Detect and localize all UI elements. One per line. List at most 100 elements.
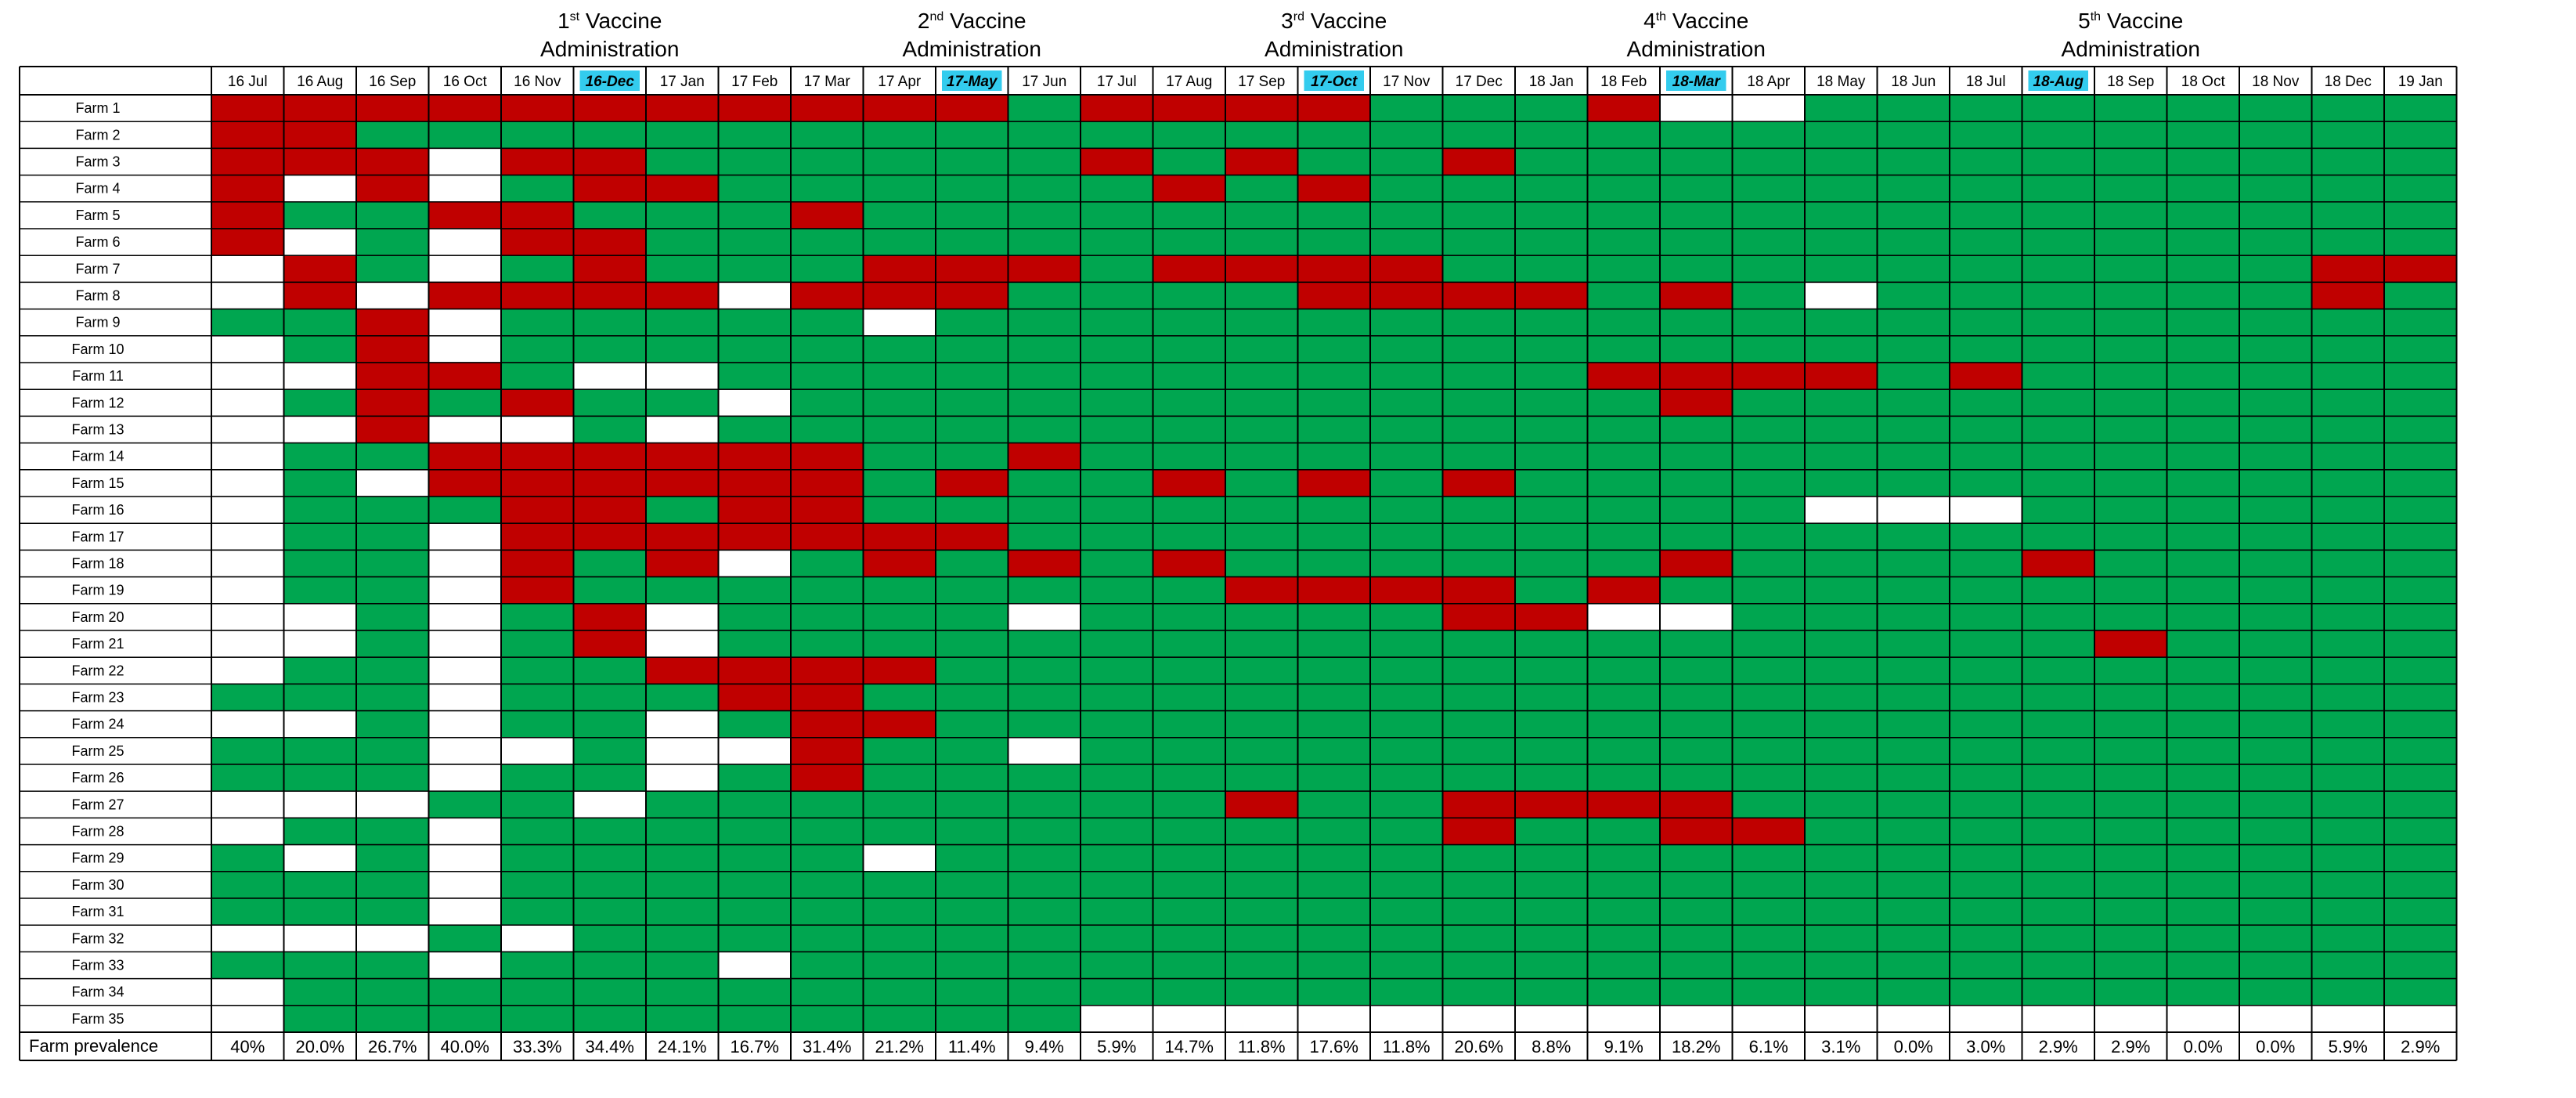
- heatmap-cell: [1297, 496, 1371, 524]
- heatmap-cell: [1080, 522, 1154, 551]
- heatmap-cell: [1007, 924, 1081, 953]
- heatmap-cell: [355, 764, 430, 792]
- heatmap-cell: [2311, 308, 2385, 337]
- heatmap-cell: [1949, 522, 2023, 551]
- heatmap-cell: [2383, 362, 2458, 390]
- heatmap-cell: [1949, 388, 2023, 417]
- heatmap-cell: [2094, 469, 2168, 497]
- heatmap-cell: [1152, 737, 1226, 765]
- farm-label: Farm 3: [75, 154, 120, 170]
- prevalence-value: 3.0%: [1966, 1037, 2005, 1056]
- heatmap-cell: [1441, 656, 1516, 685]
- prevalence-value: 5.9%: [1097, 1037, 1136, 1056]
- heatmap-cell: [645, 121, 720, 150]
- heatmap-cell: [211, 469, 285, 497]
- heatmap-cell: [1297, 549, 1371, 578]
- heatmap-cell: [2166, 790, 2240, 819]
- heatmap-cell: [1441, 522, 1516, 551]
- heatmap-cell: [1586, 522, 1661, 551]
- heatmap-cell: [1514, 576, 1589, 605]
- heatmap-cell: [428, 496, 502, 524]
- heatmap-cell: [862, 871, 936, 899]
- heatmap-cell: [2094, 951, 2168, 980]
- heatmap-cell: [1007, 898, 1081, 926]
- header-highlight: [1666, 70, 1726, 91]
- heatmap-cell: [935, 683, 1009, 712]
- heatmap-cell: [645, 147, 720, 176]
- heatmap-cell: [1007, 228, 1081, 256]
- heatmap-cell: [1369, 630, 1444, 658]
- heatmap-cell: [428, 201, 502, 229]
- heatmap-cell: [935, 174, 1009, 203]
- heatmap-cell: [1949, 603, 2023, 631]
- heatmap-cell: [1876, 871, 1950, 899]
- heatmap-cell: [2094, 362, 2168, 390]
- prevalence-value: 24.1%: [658, 1037, 706, 1056]
- heatmap-cell: [2239, 255, 2313, 284]
- heatmap-cell: [1441, 362, 1516, 390]
- heatmap-cell: [935, 388, 1009, 417]
- heatmap-cell: [1441, 147, 1516, 176]
- heatmap-cell: [2311, 790, 2385, 819]
- heatmap-cell: [645, 335, 720, 363]
- heatmap-cell: [428, 255, 502, 284]
- heatmap-cell: [500, 683, 575, 712]
- farm-label: Farm 18: [71, 556, 124, 572]
- heatmap-cell: [2094, 576, 2168, 605]
- heatmap-cell: [717, 147, 792, 176]
- heatmap-cell: [935, 228, 1009, 256]
- heatmap-cell: [645, 362, 720, 390]
- heatmap-cell: [355, 147, 430, 176]
- heatmap-cell: [2239, 201, 2313, 229]
- heatmap-cell: [572, 710, 647, 739]
- heatmap-cell: [572, 388, 647, 417]
- heatmap-cell: [1441, 898, 1516, 926]
- farm-label: Farm 7: [75, 261, 120, 276]
- heatmap-cell: [211, 228, 285, 256]
- heatmap-cell: [1659, 255, 1734, 284]
- heatmap-cell: [1731, 549, 1806, 578]
- heatmap-cell: [1949, 843, 2023, 872]
- heatmap-cell: [645, 843, 720, 872]
- heatmap-cell: [500, 469, 575, 497]
- heatmap-cell: [1225, 1005, 1299, 1033]
- heatmap-cell: [1007, 630, 1081, 658]
- prevalence-value: 0.0%: [2184, 1037, 2223, 1056]
- heatmap-cell: [2239, 843, 2313, 872]
- heatmap-cell: [1297, 362, 1371, 390]
- heatmap-cell: [1586, 496, 1661, 524]
- heatmap-cell: [2239, 871, 2313, 899]
- heatmap-cell: [572, 817, 647, 846]
- heatmap-cell: [1949, 281, 2023, 310]
- column-header: 18-Aug: [2033, 74, 2084, 90]
- heatmap-cell: [1369, 817, 1444, 846]
- heatmap-cell: [283, 656, 357, 685]
- heatmap-cell: [1876, 415, 1950, 444]
- heatmap-cell: [1949, 924, 2023, 953]
- heatmap-cell: [645, 228, 720, 256]
- heatmap-cell: [1876, 469, 1950, 497]
- heatmap-cell: [1225, 924, 1299, 953]
- heatmap-cell: [2311, 737, 2385, 765]
- heatmap-cell: [645, 522, 720, 551]
- heatmap-cell: [1152, 121, 1226, 150]
- heatmap-cell: [1441, 201, 1516, 229]
- heatmap-cell: [2239, 683, 2313, 712]
- heatmap-cell: [1514, 898, 1589, 926]
- heatmap-cell: [2166, 442, 2240, 471]
- heatmap-cell: [355, 522, 430, 551]
- heatmap-cell: [428, 603, 502, 631]
- heatmap-cell: [1876, 335, 1950, 363]
- heatmap-cell: [935, 843, 1009, 872]
- farm-label: Farm 30: [71, 877, 124, 893]
- heatmap-cell: [1225, 415, 1299, 444]
- heatmap-cell: [1441, 951, 1516, 980]
- heatmap-cell: [2094, 388, 2168, 417]
- heatmap-cell: [1659, 335, 1734, 363]
- heatmap-cell: [2239, 924, 2313, 953]
- heatmap-cell: [1876, 228, 1950, 256]
- heatmap-cell: [1804, 281, 1878, 310]
- heatmap-cell: [790, 656, 864, 685]
- heatmap-cell: [500, 362, 575, 390]
- heatmap-cell: [1659, 790, 1734, 819]
